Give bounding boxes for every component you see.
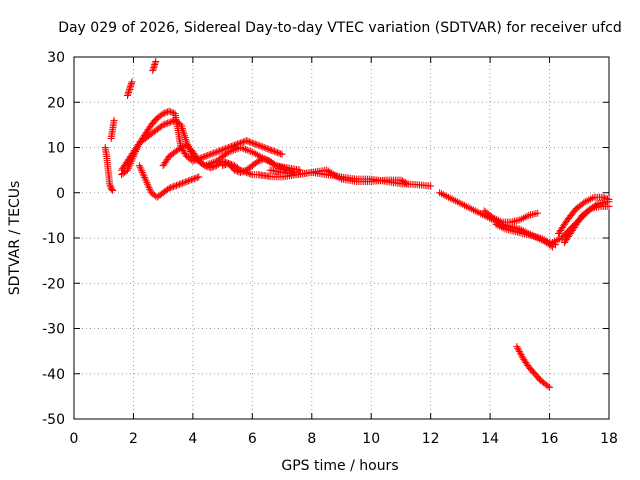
data-track-markers	[561, 202, 611, 245]
data-point	[513, 343, 521, 351]
x-tick-label: 2	[129, 431, 138, 447]
data-track-markers	[149, 59, 159, 73]
data-point	[236, 144, 244, 151]
series-track-c	[135, 162, 203, 201]
y-tick-label: 30	[47, 50, 65, 66]
data-point	[207, 150, 215, 158]
x-tick-label: 10	[362, 431, 380, 447]
series-high-1	[124, 78, 136, 99]
grid-lines	[74, 57, 609, 419]
data-track-markers	[514, 344, 552, 390]
data-point	[219, 146, 227, 154]
y-axis-ticks: 30 20 10 0 -10 -20 -30 -40 -50	[42, 50, 609, 428]
data-point	[183, 177, 191, 185]
data-track-markers	[482, 208, 540, 226]
data-point	[219, 162, 227, 170]
data-point	[492, 220, 500, 228]
x-tick-label: 12	[422, 431, 440, 447]
data-point	[471, 207, 479, 215]
series-track-i	[492, 220, 559, 249]
y-tick-label: 0	[56, 186, 65, 202]
data-point	[546, 383, 554, 391]
data-point	[231, 141, 238, 149]
data-point	[242, 168, 250, 176]
series-high-2	[149, 58, 160, 75]
x-tick-label: 14	[481, 431, 499, 447]
data-point	[549, 239, 557, 247]
y-axis-label: SDTVAR / TECUs	[7, 181, 23, 296]
data-track-markers	[107, 118, 118, 141]
data-point	[201, 153, 209, 161]
data-point	[129, 153, 137, 161]
data-point	[436, 189, 444, 197]
data-point	[207, 164, 215, 172]
x-tick-label: 0	[70, 431, 79, 447]
x-tick-label: 18	[600, 431, 618, 447]
y-tick-label: 20	[47, 95, 65, 111]
data-point	[109, 186, 117, 194]
data-points	[101, 58, 613, 391]
y-tick-label: -40	[42, 367, 65, 383]
data-point	[272, 148, 280, 156]
data-point	[248, 139, 256, 147]
series-early-spike-2	[107, 116, 118, 142]
x-tick-label: 16	[541, 431, 559, 447]
y-tick-label: 10	[47, 141, 65, 157]
x-tick-label: 6	[248, 431, 257, 447]
y-tick-label: -20	[42, 276, 65, 292]
data-point	[605, 196, 613, 204]
data-point	[213, 148, 221, 156]
data-point	[165, 107, 173, 115]
data-point	[260, 144, 268, 151]
data-track-markers	[494, 221, 558, 248]
series-track-f	[266, 166, 411, 188]
chart-title: Day 029 of 2026, Sidereal Day-to-day VTE…	[58, 20, 622, 36]
x-tick-label: 8	[307, 431, 316, 447]
data-point	[141, 175, 149, 183]
data-point	[462, 202, 470, 210]
data-track-markers	[268, 166, 409, 187]
data-point	[445, 193, 452, 201]
series-track-h	[480, 207, 542, 226]
data-point	[266, 146, 274, 154]
data-point	[189, 175, 197, 183]
series-track-late-3	[560, 202, 613, 247]
data-track-markers	[102, 145, 116, 193]
data-point	[453, 198, 461, 206]
series-track-d	[159, 141, 298, 176]
y-tick-label: -50	[42, 412, 65, 428]
data-point	[403, 180, 411, 188]
data-point	[254, 141, 262, 149]
y-tick-label: -10	[42, 231, 65, 247]
data-track-markers	[555, 193, 612, 236]
series-track-neg	[513, 343, 554, 391]
y-tick-label: -30	[42, 322, 65, 338]
data-track-markers	[136, 163, 201, 200]
x-axis-label: GPS time / hours	[281, 458, 398, 474]
data-track-markers	[124, 79, 135, 98]
data-point	[177, 180, 185, 188]
x-tick-label: 4	[188, 431, 197, 447]
series-early-spike	[101, 144, 117, 194]
data-point	[171, 182, 179, 190]
data-point	[165, 119, 173, 127]
series-track-late-2	[554, 193, 613, 237]
data-point	[260, 155, 268, 163]
data-point	[225, 159, 233, 167]
data-point	[242, 137, 250, 145]
x-axis-ticks: 0 2 4 6 8 10 12 14 16 18	[70, 57, 618, 447]
data-track-markers	[160, 142, 296, 176]
data-point	[135, 162, 143, 170]
data-point	[278, 150, 286, 158]
data-point	[195, 173, 203, 181]
